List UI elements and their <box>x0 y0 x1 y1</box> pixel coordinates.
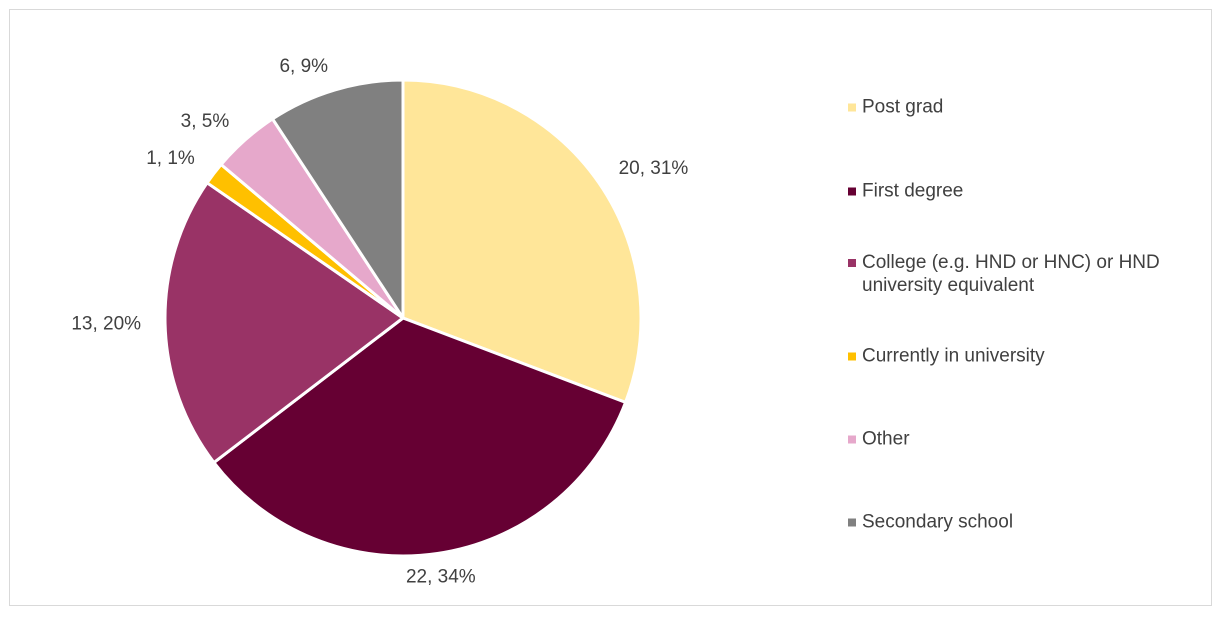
legend-entry: Other <box>848 428 1178 451</box>
legend-entry: Secondary school <box>848 511 1178 534</box>
legend-entry: Post grad <box>848 96 1178 119</box>
pie-slice <box>401 78 643 404</box>
legend-entry: First degree <box>848 180 1178 203</box>
legend-entry: Currently in university <box>848 345 1178 368</box>
pie-slice <box>212 316 628 558</box>
legend-label: Secondary school <box>862 511 1014 533</box>
data-label: 3, 5% <box>181 111 230 132</box>
legend-entry: College (e.g. HND or HNC) or HND univers… <box>848 251 1178 297</box>
legend-label: Currently in university <box>862 345 1045 367</box>
data-label: 20, 31% <box>619 158 689 179</box>
legend-swatch <box>848 435 856 444</box>
chart-border <box>9 9 1212 606</box>
legend-swatch <box>848 259 856 267</box>
legend-label: College (e.g. HND or HNC) or HND univers… <box>862 252 1160 296</box>
data-label: 13, 20% <box>71 313 141 334</box>
legend-label: First degree <box>862 180 964 202</box>
data-label: 1, 1% <box>146 148 195 169</box>
data-label: 22, 34% <box>406 566 476 587</box>
pie-slice <box>163 181 405 465</box>
legend-swatch <box>848 518 856 527</box>
legend-label: Post grad <box>862 96 944 118</box>
legend-swatch <box>848 187 856 196</box>
legend-swatch <box>848 352 856 361</box>
legend-swatch <box>848 103 856 112</box>
pie-slice <box>271 78 405 320</box>
data-label: 6, 9% <box>279 56 328 77</box>
legend-label: Other <box>862 428 910 450</box>
